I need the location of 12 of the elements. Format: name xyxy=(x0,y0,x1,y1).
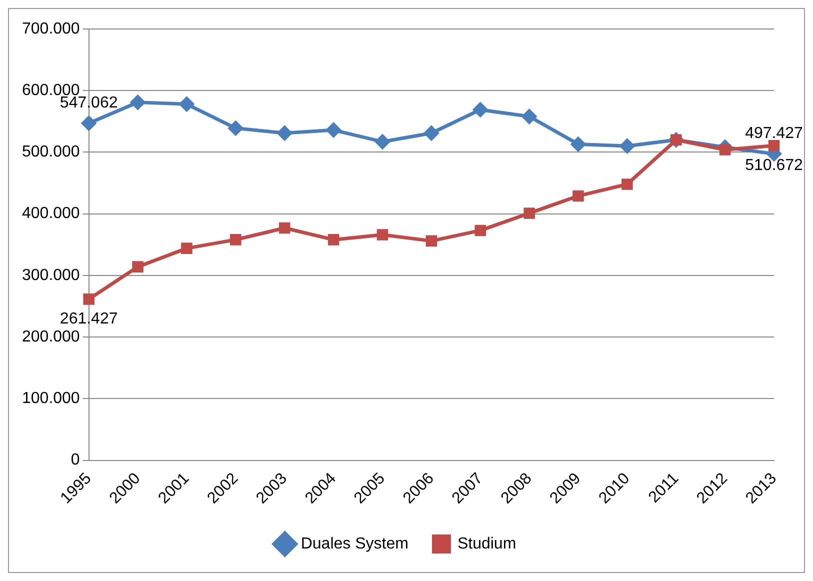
y-tick-label: 0 xyxy=(70,452,80,469)
data-label: 510.672 xyxy=(745,157,804,174)
y-tick-label: 700.000 xyxy=(22,20,80,38)
data-label: 261.427 xyxy=(60,310,118,328)
y-tick-label: 100.000 xyxy=(22,390,80,408)
y-tick-label: 400.000 xyxy=(22,205,80,222)
y-tick-label: 200.000 xyxy=(22,328,80,346)
y-tick-label: 300.000 xyxy=(22,266,80,284)
legend-label: Duales System xyxy=(300,535,408,552)
legend-label: Studium xyxy=(457,535,516,552)
y-tick-label: 500.000 xyxy=(22,144,80,161)
data-label: 497.427 xyxy=(745,125,804,142)
